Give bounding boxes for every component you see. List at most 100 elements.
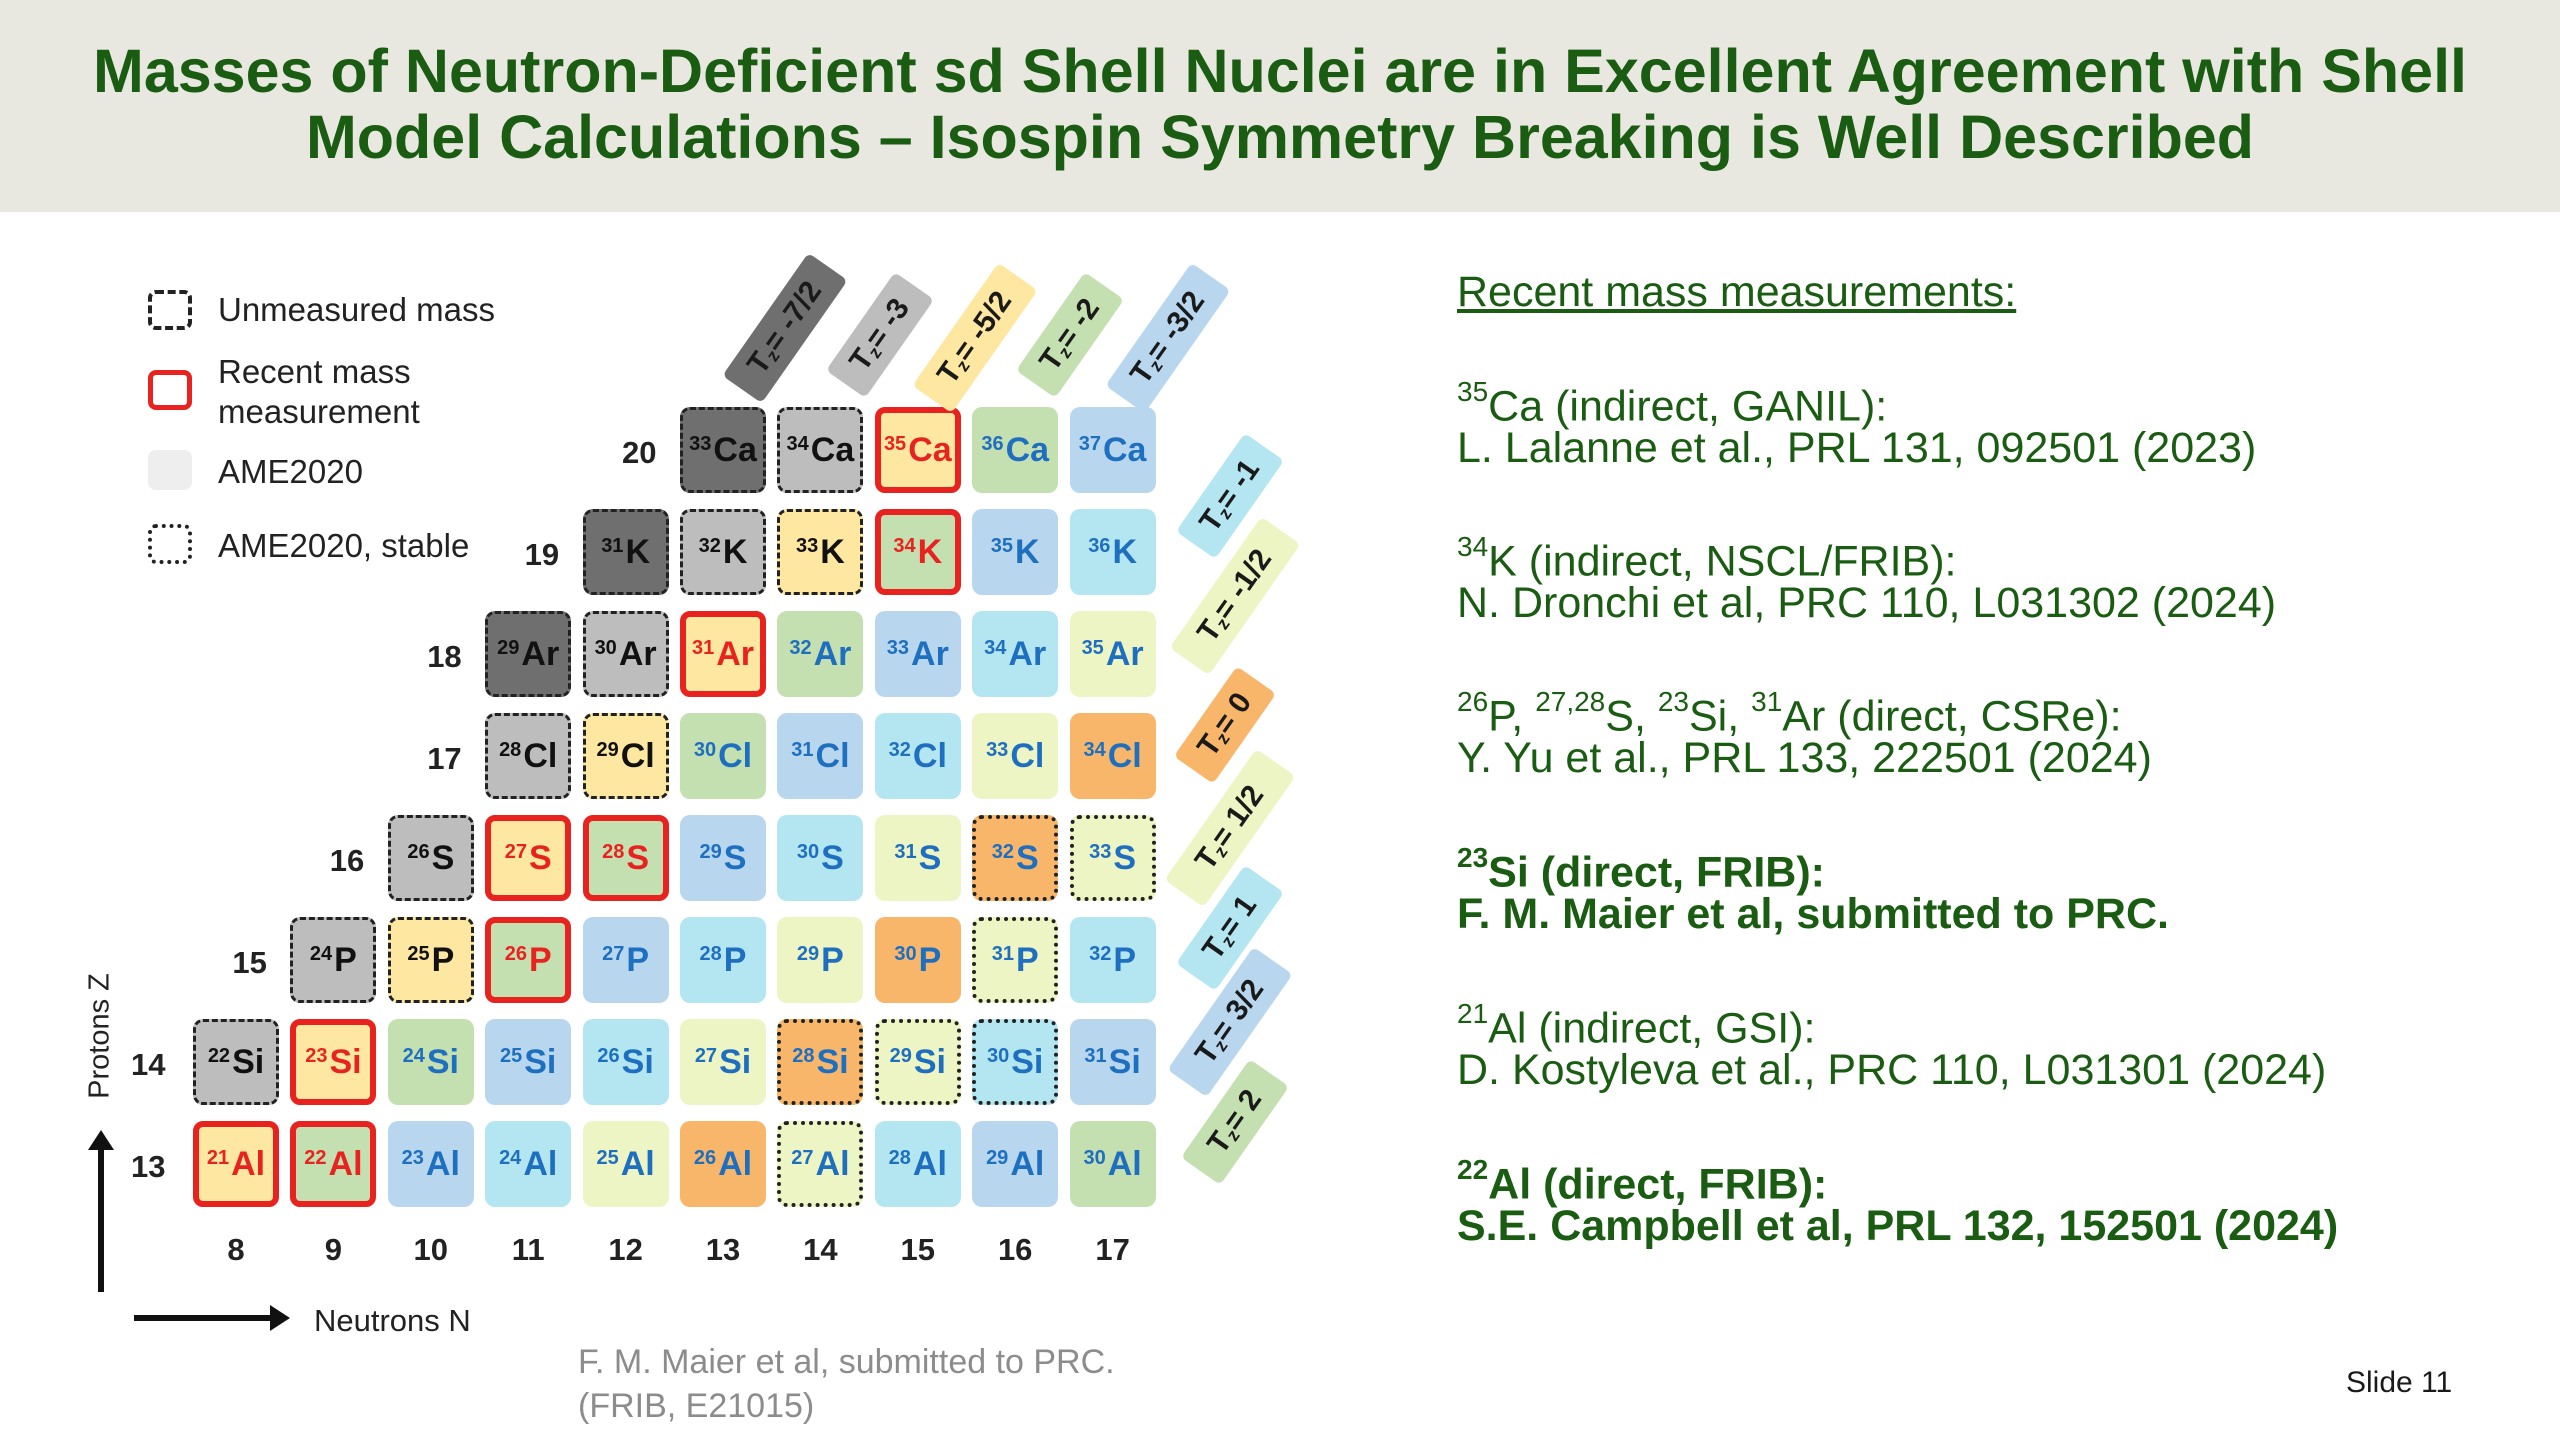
z-label-19: 19 (524, 537, 560, 572)
ref-csre-citation: Y. Yu et al., PRL 133, 222501 (2024) (1457, 734, 2152, 782)
nuclide-mass-number: 33 (689, 432, 712, 455)
nuclide-mass-number: 26 (407, 840, 430, 863)
nuclide-cell-28cl: 28 Cl (485, 713, 572, 799)
nuclide-element: K (1112, 532, 1137, 571)
nuclide-element: Ar (521, 634, 560, 673)
ref-csre-line1: 26P, 27,28S, 23Si, 31Ar (direct, CSRe): (1457, 680, 2122, 742)
nuclide-mass-number: 29 (796, 942, 820, 965)
title-line-2: Model Calculations – Isospin Symmetry Br… (305, 103, 2255, 171)
nuclide-cell-26si: 26 Si (582, 1019, 669, 1105)
nuclide-mass-number: 33 (986, 738, 1009, 761)
nuclide-element: Cl (620, 736, 655, 775)
nuclide-mass-number: 21 (206, 1146, 230, 1169)
nuclide-cell-24si: 24 Si (387, 1019, 474, 1105)
nuclide-element: P (1015, 940, 1039, 979)
z-label-13: 13 (131, 1149, 166, 1184)
nuclide-mass-number: 32 (698, 534, 721, 557)
legend-swatch-recent (148, 370, 192, 410)
ref-ca35-desc: Ca (indirect, GANIL): (1488, 382, 1888, 431)
nuclide-element: K (820, 532, 845, 571)
nuclide-element: Al (328, 1144, 363, 1183)
nuclide-element: Al (815, 1144, 850, 1183)
nuclide-element: P (528, 940, 552, 979)
nuclide-mass-number: 32 (789, 636, 812, 659)
nuclide-element: Ar (716, 634, 755, 673)
nuclide-element: K (625, 532, 650, 571)
ref-al21-line1: 21Al (indirect, GSI): (1457, 992, 1816, 1054)
nuclide-element: Ca (713, 430, 757, 469)
n-axis-label: Neutrons N (314, 1303, 471, 1338)
nuclide-cell-25p: 25 P (387, 917, 474, 1003)
ref-csre-el-4: Ar (direct, CSRe): (1782, 692, 2122, 741)
nuclide-cell-22al: 22 Al (290, 1121, 377, 1207)
nuclide-cell-32cl: 32 Cl (874, 713, 961, 799)
nuclide-element: Si (1011, 1042, 1044, 1081)
nuclide-mass-number: 28 (699, 942, 722, 965)
nuclide-mass-number: 32 (991, 840, 1014, 863)
nuclide-mass-number: 25 (407, 942, 430, 965)
nuclide-cell-21al: 21 Al (193, 1121, 279, 1207)
nuclide-cell-33cl: 33 Cl (972, 713, 1059, 799)
nuclide-mass-number: 36 (981, 432, 1004, 455)
nuclide-cell-31cl: 31 Cl (777, 713, 864, 799)
figure-citation-line2: (FRIB, E21015) (578, 1387, 815, 1425)
slide-title: Masses of Neutron-Deficient sd Shell Nuc… (0, 38, 2560, 170)
ref-al22-citation: S.E. Campbell et al, PRL 132, 152501 (20… (1457, 1202, 2339, 1250)
ref-csre-el-3: Si, (1689, 692, 1752, 741)
nuclide-cell-30s: 30 S (777, 815, 864, 901)
z-label-16: 16 (329, 843, 365, 878)
ref-al22-desc: Al (direct, FRIB): (1488, 1160, 1828, 1209)
z-axis-arrowhead (88, 1130, 114, 1150)
n-label-14: 14 (803, 1232, 838, 1267)
nuclide-element: Ca (908, 430, 952, 469)
nuclide-element: Si (329, 1042, 362, 1081)
nuclide-element: K (722, 532, 748, 571)
nuclide-cell-30ar: 30 Ar (582, 611, 669, 697)
nuclide-element: Si (524, 1042, 557, 1081)
nuclide-element: Al (231, 1144, 266, 1183)
z-label-18: 18 (427, 639, 462, 674)
nuclide-mass-number: 31 (991, 942, 1014, 965)
nuclide-cell-26p: 26 P (485, 917, 572, 1003)
figure-citation: F. M. Maier et al, submitted to PRC. (FR… (578, 1340, 1115, 1428)
nuclide-element: S (1015, 838, 1039, 877)
nuclide-mass-number: 36 (1088, 534, 1111, 557)
ref-ca35-line1: 35Ca (indirect, GANIL): (1457, 370, 1887, 432)
n-label-13: 13 (705, 1232, 741, 1267)
nuclide-element: S (431, 838, 455, 877)
nuclide-cell-33ca: 33 Ca (680, 407, 766, 493)
nuclide-cell-29al: 29 Al (972, 1121, 1059, 1207)
nuclide-cell-28s: 28 S (582, 815, 669, 901)
n-axis-arrowhead (270, 1305, 290, 1331)
nuclide-element: Si (621, 1042, 654, 1081)
nuclide-mass-number: 27 (504, 840, 527, 863)
nuclide-mass-number: 34 (1083, 738, 1106, 761)
nuclide-cell-34k: 34 K (874, 509, 961, 595)
nuclide-element: K (917, 532, 943, 571)
nuclide-element: P (821, 940, 844, 979)
ref-csre-mass-3: 23 (1657, 686, 1689, 717)
ref-k34-desc: K (indirect, NSCL/FRIB): (1488, 537, 1957, 586)
legend-swatch-unmeasured (148, 290, 192, 330)
z-label-14: 14 (131, 1047, 166, 1082)
nuclide-mass-number: 30 (594, 636, 617, 659)
title-line-1: Masses of Neutron-Deficient sd Shell Nuc… (93, 37, 2467, 105)
nuclide-cell-30al: 30 Al (1069, 1121, 1156, 1207)
n-label-11: 11 (511, 1232, 545, 1267)
nuclide-mass-number: 30 (693, 738, 717, 761)
nuclide-mass-number: 26 (597, 1044, 620, 1067)
nuclide-cell-31si: 31 Si (1069, 1019, 1156, 1105)
nuclide-cell-32ar: 32 Ar (777, 611, 864, 697)
nuclide-element: P (431, 940, 455, 979)
nuclide-cell-23al: 23 Al (387, 1121, 474, 1207)
ref-csre-el-1: P, (1488, 692, 1536, 741)
header-bar: Masses of Neutron-Deficient sd Shell Nuc… (0, 0, 2560, 212)
nuclide-element: P (1113, 940, 1137, 979)
ref-ca35-citation: L. Lalanne et al., PRL 131, 092501 (2023… (1457, 424, 2257, 472)
ref-al21-desc: Al (indirect, GSI): (1488, 1004, 1816, 1053)
nuclide-mass-number: 29 (497, 636, 520, 659)
nuclide-element: P (334, 940, 357, 979)
nuclide-mass-number: 24 (499, 1146, 522, 1169)
